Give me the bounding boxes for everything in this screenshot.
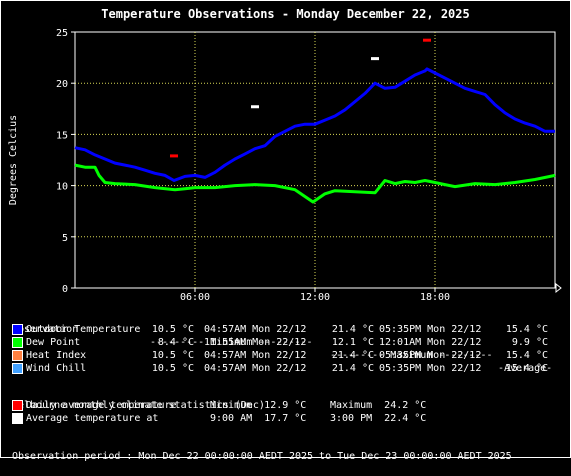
legend-swatch <box>12 350 23 361</box>
legend-min-value: 10.5 °C <box>151 363 194 374</box>
legend-average: 15.4 °C <box>505 350 548 361</box>
legend-min-time: 04:57AM Mon 22/12 <box>204 363 307 374</box>
x-tick-label: 18:00 <box>420 292 450 300</box>
legend-label: Outdoor Temperature <box>26 324 141 335</box>
legend-label: Dew Point <box>26 337 81 348</box>
x-tick-label: 12:00 <box>300 292 330 300</box>
climate-right: 3:00 PM 22.4 °C <box>330 413 427 424</box>
legend-label: Wind Chill <box>26 363 87 374</box>
legend-min-value: 10.5 °C <box>151 324 194 335</box>
y-tick-label: 10 <box>56 182 68 193</box>
legend-min-time: 04:57AM Mon 22/12 <box>204 324 307 335</box>
observation-period: Observation period : Mon Dec 22 00:00:00… <box>12 451 512 462</box>
plot-area <box>74 31 556 289</box>
legend-max-time: 05:35PM Mon 22/12 <box>379 363 482 374</box>
climate-left: 9:00 AM 17.7 °C <box>210 413 307 424</box>
climate-title: Melbourne monthly climate statistics (De… <box>12 400 265 411</box>
climate-swatch <box>12 400 23 411</box>
legend-average: 15.4 °C <box>505 363 548 374</box>
chart-title: Temperature Observations - Monday Decemb… <box>101 7 470 21</box>
climate-right: Maximum 24.2 °C <box>330 400 427 411</box>
legend-min-value: 10.5 °C <box>151 350 194 361</box>
y-tick-label: 25 <box>56 28 68 39</box>
legend-min-time: 11:55AM Mon 22/12 <box>204 337 307 348</box>
legend-header-average: -Average- <box>498 363 553 374</box>
climate-swatch <box>12 413 23 424</box>
climate-label: Daily average temperature <box>26 400 177 411</box>
climate-marker <box>170 154 178 158</box>
legend-average: 15.4 °C <box>505 324 548 335</box>
legend-min-time: 04:57AM Mon 22/12 <box>204 350 307 361</box>
y-axis-label: Degrees Celcius <box>8 115 19 205</box>
y-tick-label: 15 <box>56 130 68 141</box>
x-tick-label: 06:00 <box>180 292 210 300</box>
legend-header-minimum: --------- Minimum --------- <box>150 337 313 348</box>
climate-left: Minimum 12.9 °C <box>210 400 307 411</box>
legend-swatch <box>12 337 23 348</box>
legend-max-time: 05:35PM Mon 22/12 <box>379 350 482 361</box>
legend-swatch <box>12 324 23 335</box>
legend-max-time: 12:01AM Mon 22/12 <box>379 337 482 348</box>
climate-marker <box>423 38 431 42</box>
y-tick-label: 0 <box>62 284 68 295</box>
x-axis-arrow <box>555 282 562 294</box>
y-tick-label: 20 <box>56 79 68 90</box>
climate-label: Average temperature at <box>26 413 159 424</box>
legend-swatch <box>12 363 23 374</box>
legend-label: Heat Index <box>26 350 87 361</box>
legend-header-observation: Observation <box>12 324 79 335</box>
series-line-dew-point <box>74 163 556 204</box>
legend-min-value: 8.4 °C <box>157 337 194 348</box>
legend-max-time: 05:35PM Mon 22/12 <box>379 324 482 335</box>
chart-svg: 0 5 10 15 20 25 06:00 12:00 18:00 Degrees Celcius <box>8 28 562 300</box>
legend-average: 9.9 °C <box>511 337 548 348</box>
climate-marker <box>371 57 379 61</box>
climate-marker <box>251 105 259 109</box>
y-tick-label: 5 <box>62 233 68 244</box>
legend-max-value: 12.1 °C <box>331 337 374 348</box>
legend-max-value: 21.4 °C <box>331 363 374 374</box>
legend-max-value: 21.4 °C <box>331 350 374 361</box>
legend-max-value: 21.4 °C <box>331 324 374 335</box>
legend-header-maximum: --------- Maximum --------- <box>330 350 493 361</box>
series-line-outdoor-temperature <box>74 67 555 182</box>
